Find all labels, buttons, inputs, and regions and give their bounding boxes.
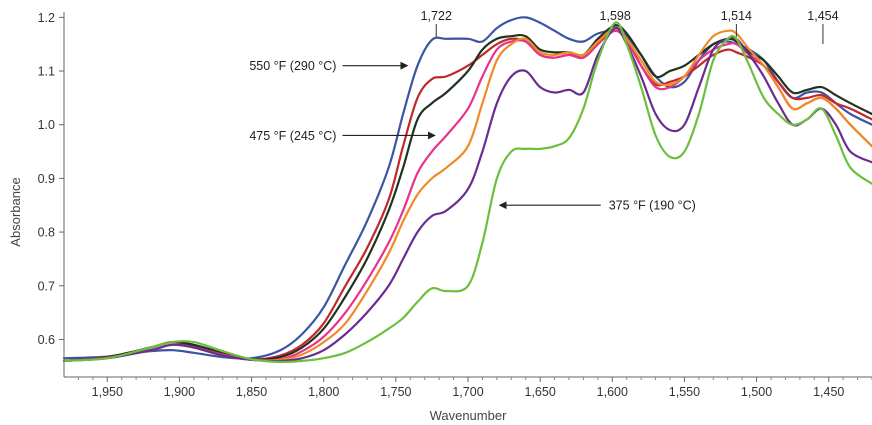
series-line-5 bbox=[62, 27, 872, 362]
peak-label: 1,722 bbox=[421, 9, 452, 23]
x-tick-label: 1,950 bbox=[92, 385, 123, 399]
x-tick-label: 1,900 bbox=[164, 385, 195, 399]
x-tick-label: 1,800 bbox=[308, 385, 339, 399]
series-line-3 bbox=[62, 24, 872, 362]
y-tick-label: 0.7 bbox=[38, 279, 55, 293]
series-lines bbox=[62, 16, 872, 364]
series-line-7 bbox=[62, 21, 872, 364]
x-ticks: 1,950 1,900 1,850 1,800 1,750 1,700 1,650 1,600… bbox=[77, 377, 872, 399]
x-tick-label: 1,850 bbox=[236, 385, 267, 399]
x-tick-label: 1,450 bbox=[813, 385, 844, 399]
x-axis-title: Wavenumber bbox=[430, 408, 507, 423]
x-tick-label: 1,700 bbox=[452, 385, 483, 399]
x-tick-label: 1,750 bbox=[380, 385, 411, 399]
series-line-4 bbox=[62, 29, 872, 362]
y-tick-label: 1.1 bbox=[38, 65, 55, 79]
temperature-label: 550 °F (290 °C) bbox=[249, 59, 336, 73]
series-line-6 bbox=[62, 26, 872, 363]
peak-label: 1,598 bbox=[600, 9, 631, 23]
y-ticks: 0.6 0.7 0.8 0.9 1.0 1.1 1.2 bbox=[38, 11, 64, 347]
temperature-label: 475 °F (245 °C) bbox=[249, 129, 336, 143]
annotations: 1,722 1,598 1,514 1,454 550 °F (290 °C) 475 °… bbox=[249, 9, 838, 213]
temperature-label: 375 °F (190 °C) bbox=[609, 199, 696, 213]
y-tick-label: 1.0 bbox=[38, 118, 55, 132]
peak-label: 1,514 bbox=[721, 9, 752, 23]
y-tick-label: 0.6 bbox=[38, 333, 55, 347]
x-tick-label: 1,550 bbox=[669, 385, 700, 399]
x-tick-label: 1,600 bbox=[597, 385, 628, 399]
y-tick-label: 1.2 bbox=[38, 11, 55, 25]
x-tick-label: 1,500 bbox=[741, 385, 772, 399]
x-tick-label: 1,650 bbox=[525, 385, 556, 399]
series-line-2 bbox=[62, 26, 872, 362]
peak-label: 1,454 bbox=[807, 9, 838, 23]
y-tick-label: 0.8 bbox=[38, 226, 55, 240]
y-tick-label: 0.9 bbox=[38, 172, 55, 186]
y-axis-title: Absorbance bbox=[8, 177, 23, 246]
series-line-1 bbox=[62, 16, 872, 360]
axes: 1,950 1,900 1,850 1,800 1,750 1,700 1,650 1,600… bbox=[38, 11, 872, 399]
